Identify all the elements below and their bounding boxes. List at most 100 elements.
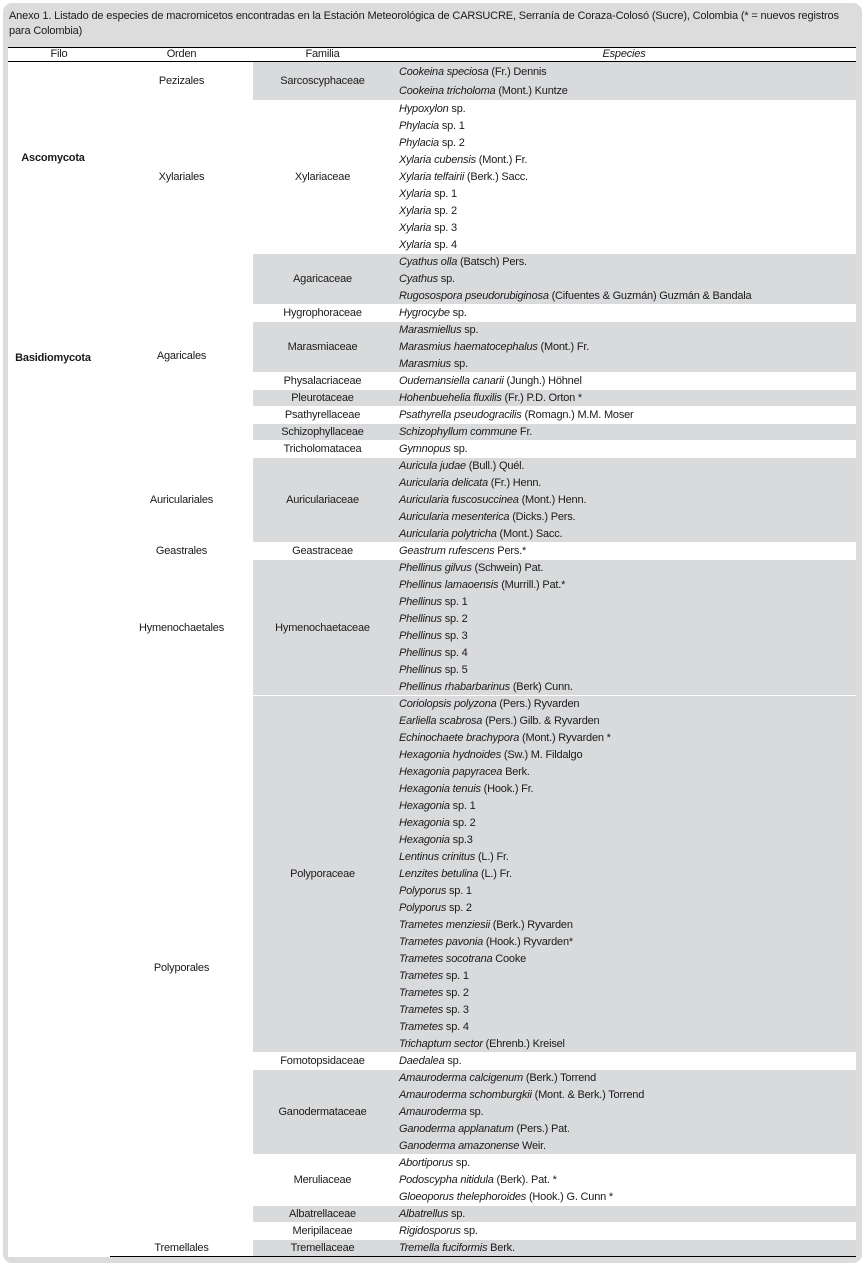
species-authority: (Mont.) Kuntze	[495, 84, 568, 97]
table-row: Hexagonia sp.3	[8, 831, 856, 849]
species-name: Albatrellus	[399, 1208, 449, 1220]
species-cell: Phellinus sp. 5	[392, 661, 856, 679]
header-orden: Orden	[110, 47, 253, 62]
species-name: Hexagonia	[399, 834, 450, 846]
table-row: Marasmius sp.	[8, 355, 856, 373]
table-row: Pleurotaceae Hohenbuehelia fluxilis (Fr.)…	[8, 389, 856, 407]
species-authority: Berk.	[487, 1242, 515, 1254]
species-cell: Trametes socotrana Cooke	[392, 950, 856, 968]
table-row: Ascomycota Pezizales Sarcoscyphaceae Cookei…	[8, 61, 856, 254]
familia-cell: Marasmiaceae	[253, 321, 392, 373]
species-cell: Amauroderma sp.	[392, 1103, 856, 1121]
species-authority: sp. 2	[443, 987, 469, 999]
familia-cell: Schizophyllaceae	[253, 423, 392, 441]
species-authority: (L.) Fr.	[475, 851, 509, 863]
species-cell: Rugosospora pseudorubiginosa (Cifuentes …	[392, 287, 856, 305]
table-row: Lenzites betulina (L.) Fr.	[8, 865, 856, 883]
species-authority: sp.	[448, 103, 466, 116]
table-row: Basidiomycota Agaricales Agaricaceae Cyathu…	[8, 253, 856, 1257]
familia-cell: Hygrophoraceae	[253, 304, 392, 322]
species-cell: Podoscypha nitidula (Berk). Pat. *	[392, 1171, 856, 1189]
species-name: Phellinus lamaoensis	[399, 579, 499, 591]
table-row: Phellinus lamaoensis (Murrill.) Pat.*	[8, 576, 856, 594]
table-row: Trametes socotrana Cooke	[8, 950, 856, 968]
species-name: Phellinus	[399, 630, 442, 642]
species-cell: Marasmius haematocephalus (Mont.) Fr.	[392, 338, 856, 356]
species-cell: Auricularia delicata (Fr.) Henn.	[392, 474, 856, 492]
species-cell: Marasmius sp.	[392, 355, 856, 373]
species-name: Hexagonia papyracea	[399, 766, 503, 778]
table-row: Auriculariales Auriculariaceae Auricula ju…	[8, 457, 856, 543]
table-row: Xylaria sp. 4	[8, 236, 856, 254]
table-row: Psathyrellaceae Psathyrella pseudogracili…	[8, 406, 856, 424]
table-row: Geastrales Geastraceae Geastrum rufescens …	[8, 542, 856, 560]
species-authority: (Pers.) Ryvarden	[496, 698, 580, 711]
species-authority: (Pers.) Pat.	[513, 1123, 570, 1135]
species-name: Amauroderma calcigenum	[399, 1072, 523, 1085]
species-name: Hexagonia hydnoides	[399, 749, 501, 761]
species-name: Auricularia mesenterica	[399, 511, 510, 523]
species-name: Xylaria telfairii	[399, 171, 465, 183]
species-name: Cyathus olla	[399, 256, 458, 269]
species-name: Cookeina tricholoma	[399, 84, 496, 97]
header-especies: Especies	[392, 47, 856, 62]
table-row: Rugosospora pseudorubiginosa (Cifuentes …	[8, 287, 856, 305]
species-cell: Trametes sp. 4	[392, 1018, 856, 1036]
orden-cell: Pezizales	[110, 61, 253, 101]
species-authority: (Hook.) Ryvarden*	[483, 936, 573, 948]
species-name: Phellinus	[399, 596, 442, 608]
species-name: Ganoderma applanatum	[399, 1123, 514, 1135]
species-name: Xylaria	[399, 205, 432, 217]
species-authority: sp. 1	[438, 120, 465, 132]
header-row: Filo Orden Familia Especies	[8, 47, 856, 62]
species-cell: Xylaria cubensis (Mont.) Fr.	[392, 151, 856, 169]
species-authority: (Fr.) P.D. Orton *	[501, 392, 582, 404]
table-row: Ganoderma applanatum (Pers.) Pat.	[8, 1120, 856, 1138]
species-name: Amauroderma schomburgkii	[399, 1089, 532, 1101]
species-name: Marasmiellus	[399, 324, 462, 337]
species-name: Trametes menziesii	[399, 919, 490, 931]
species-name: Trametes	[399, 970, 444, 982]
species-cell: Hohenbuehelia fluxilis (Fr.) P.D. Orton …	[392, 389, 856, 407]
species-authority: (Batsch) Pers.	[457, 256, 527, 269]
species-name: Echinochaete brachypora	[399, 732, 520, 744]
table-row: Trametes sp. 4	[8, 1018, 856, 1036]
familia-cell: Albatrellaceae	[253, 1205, 392, 1223]
species-name: Gymnopus	[399, 443, 451, 455]
species-cell: Schizophyllum commune Fr.	[392, 423, 856, 441]
table-row: Marasmius haematocephalus (Mont.) Fr.	[8, 338, 856, 356]
familia-cell: Tremellaceae	[253, 1239, 392, 1257]
table-row: Phellinus sp. 3	[8, 627, 856, 645]
species-cell: Earliella scabrosa (Pers.) Gilb. & Ryvar…	[392, 712, 856, 730]
species-cell: Psathyrella pseudogracilis (Romagn.) M.M…	[392, 406, 856, 424]
table-row: Xylariales Xylariaceae Hypoxylon sp.	[8, 100, 856, 254]
species-name: Phellinus rhabarbarinus	[399, 680, 510, 693]
species-cell: Cyathus sp.	[392, 270, 856, 288]
table-row: Albatrellaceae Albatrellus sp.	[8, 1205, 856, 1223]
species-name: Auricularia polytricha	[399, 527, 497, 540]
table-row: Tricholomatacea Gymnopus sp.	[8, 440, 856, 458]
species-name: Rugosospora pseudorubiginosa	[399, 289, 549, 302]
species-authority: Berk.	[502, 766, 530, 778]
species-cell: Xylaria telfairii (Berk.) Sacc.	[392, 168, 856, 186]
species-name: Trichaptum sector	[399, 1037, 483, 1050]
species-authority: (Mont.) Sacc.	[496, 527, 563, 540]
species-authority: sp. 3	[441, 630, 468, 642]
species-name: Xylaria	[399, 222, 432, 234]
filo-cell: Ascomycota	[8, 61, 110, 254]
familia-cell: Hymenochaetaceae	[253, 559, 392, 696]
species-cell: Auricula judae (Bull.) Quél.	[392, 457, 856, 475]
species-cell: Phylacia sp. 2	[392, 134, 856, 152]
species-cell: Hexagonia sp.3	[392, 831, 856, 849]
table-row: Phellinus sp. 4	[8, 644, 856, 662]
species-authority: (Berk.) Sacc.	[464, 171, 528, 183]
species-cell: Trametes sp. 1	[392, 967, 856, 985]
species-authority: sp.	[451, 357, 468, 370]
orden-cell: Auriculariales	[110, 457, 253, 543]
species-name: Polyporus	[399, 885, 447, 897]
species-cell: Marasmiellus sp.	[392, 321, 856, 339]
species-authority: (Mont.) Henn.	[518, 494, 587, 506]
species-cell: Trametes sp. 2	[392, 984, 856, 1002]
table-row: Xylaria telfairii (Berk.) Sacc.	[8, 168, 856, 186]
familia-cell: Fomotopsidaceae	[253, 1052, 392, 1070]
